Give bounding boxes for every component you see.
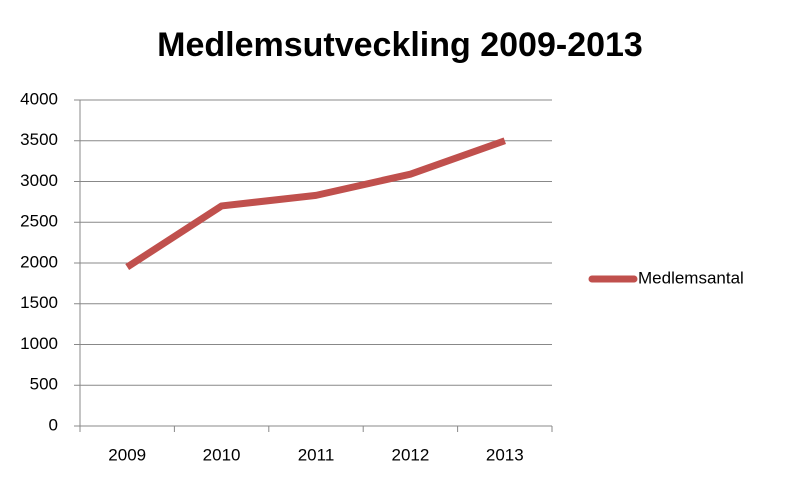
chart-title: Medlemsutveckling 2009-2013 <box>157 26 643 64</box>
x-tick-label: 2011 <box>298 445 335 464</box>
y-tick-label: 4000 <box>20 89 58 108</box>
x-tick-label: 2009 <box>108 445 146 464</box>
y-tick-label: 3500 <box>20 130 58 149</box>
y-tick-label: 500 <box>30 375 58 394</box>
data-line <box>125 137 506 271</box>
y-tick-label: 2500 <box>20 212 58 231</box>
y-tick-label: 1000 <box>20 334 58 353</box>
y-tick-label: 1500 <box>20 293 58 312</box>
x-tick-label: 2012 <box>391 445 429 464</box>
x-tick-label: 2013 <box>486 445 524 464</box>
y-tick-label: 2000 <box>20 252 58 271</box>
legend-label: Medlemsantal <box>638 268 744 287</box>
y-tick-label: 0 <box>49 415 58 434</box>
y-tick-label: 3000 <box>20 171 58 190</box>
x-tick-label: 2010 <box>203 445 241 464</box>
